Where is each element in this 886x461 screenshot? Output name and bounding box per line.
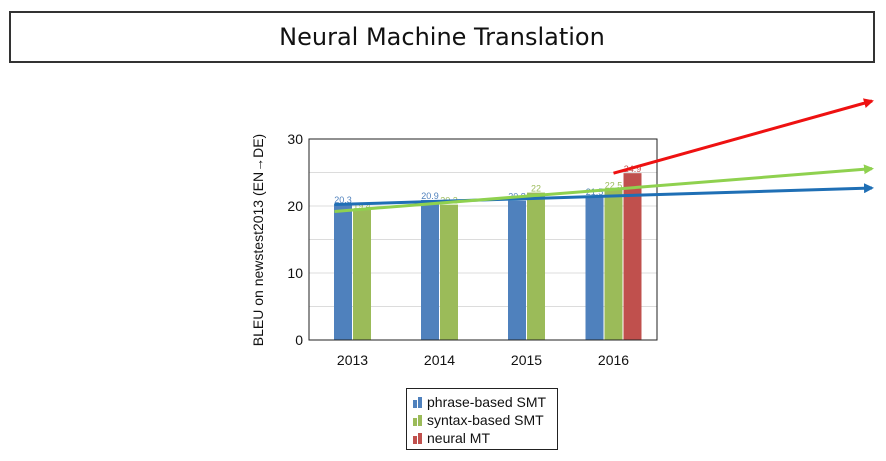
x-tick-label: 2016 <box>598 352 629 368</box>
legend-label: neural MT <box>427 430 491 446</box>
bar <box>421 199 439 340</box>
x-tick-label: 2015 <box>511 352 542 368</box>
bar <box>334 203 352 340</box>
legend: phrase-based SMT syntax-based SMT neural M… <box>406 388 558 450</box>
legend-entry: syntax-based SMT <box>413 411 551 429</box>
y-tick-label: 10 <box>287 265 303 281</box>
y-tick-label: 30 <box>287 131 303 147</box>
bar <box>623 173 642 340</box>
x-tick-label: 2013 <box>337 352 368 368</box>
slide-title: Neural Machine Translation <box>279 23 605 51</box>
bar <box>585 195 604 340</box>
bar <box>527 192 545 340</box>
bar <box>440 204 458 340</box>
legend-swatch <box>413 414 423 426</box>
y-axis-label: BLEU on newstest2013 (EN→DE) <box>250 134 266 346</box>
legend-entry: phrase-based SMT <box>413 393 551 411</box>
data-label: 20.9 <box>421 191 439 201</box>
bar-layer <box>334 173 642 340</box>
data-label: 20.3 <box>334 195 352 205</box>
trend-arrow <box>334 164 874 213</box>
trend-arrow-layer <box>334 98 874 213</box>
legend-swatch <box>413 396 423 408</box>
bar <box>604 189 623 340</box>
bar <box>353 210 371 340</box>
data-label: 19.4 <box>353 201 371 211</box>
plot-frame <box>308 138 658 341</box>
trend-arrow <box>334 183 874 207</box>
y-tick-label: 20 <box>287 198 303 214</box>
bar <box>508 200 526 340</box>
legend-label: syntax-based SMT <box>427 412 544 428</box>
legend-entry: neural MT <box>413 429 551 447</box>
legend-swatch <box>413 432 423 444</box>
x-tick-label: 2014 <box>424 352 455 368</box>
axis-layer: 0 10 20 30 2013 2014 2015 2016 <box>287 131 658 368</box>
trend-arrow <box>613 98 874 175</box>
data-label: 22 <box>531 184 541 194</box>
legend-label: phrase-based SMT <box>427 394 547 410</box>
y-tick-label: 0 <box>295 332 303 348</box>
data-label: 22.5 <box>605 180 623 190</box>
slide-title-box: Neural Machine Translation <box>9 11 875 63</box>
